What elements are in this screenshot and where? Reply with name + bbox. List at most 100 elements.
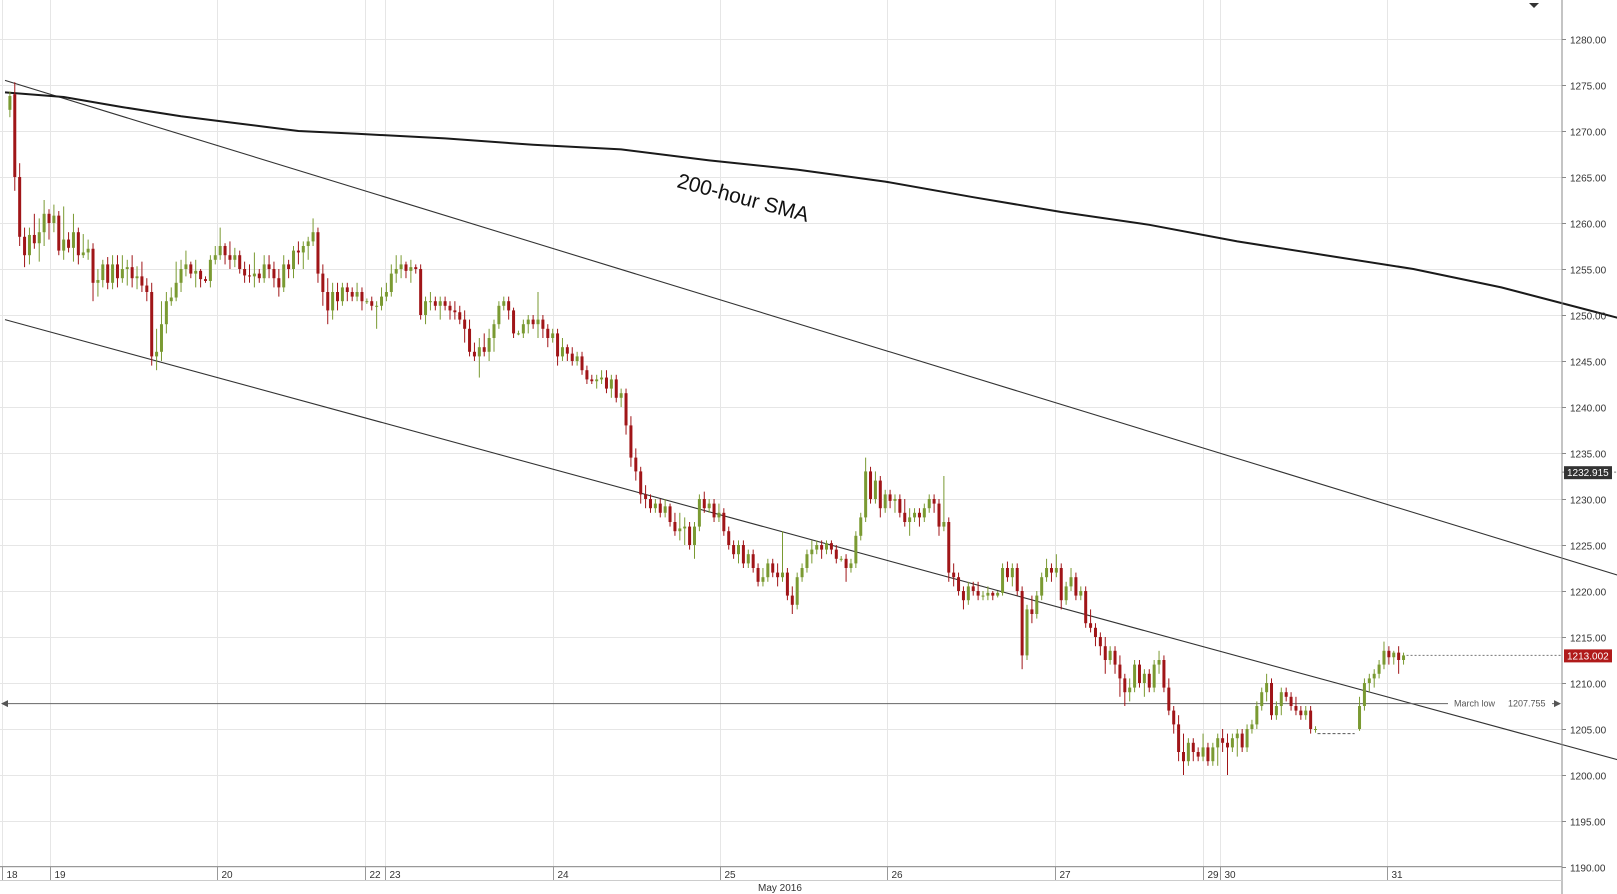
candle-body: [243, 269, 247, 276]
candle-body: [1362, 683, 1366, 706]
candle-body: [609, 379, 613, 389]
channel-bottom-line: [4, 319, 1617, 761]
candle-body: [169, 297, 173, 302]
candle-body: [908, 517, 912, 522]
y-tick-label: 1245.00: [1570, 358, 1607, 369]
candle-body: [1206, 747, 1210, 762]
candle-body: [184, 264, 188, 269]
candle-body: [883, 494, 887, 509]
candle-body: [238, 255, 242, 269]
candle-body: [878, 480, 882, 509]
candle-body: [604, 377, 608, 389]
candle-body: [952, 572, 956, 578]
reference-label: March low: [1454, 699, 1496, 709]
candle-body: [551, 333, 555, 338]
candle-body: [1059, 568, 1063, 601]
candle-body: [1093, 627, 1097, 637]
candle-body: [1084, 591, 1088, 624]
candle-body: [1177, 724, 1181, 752]
candle-body: [966, 586, 970, 601]
candle-body: [839, 558, 843, 560]
candle-body: [1064, 586, 1068, 601]
candle-body: [267, 264, 271, 269]
candle-body: [375, 305, 379, 307]
candle-body: [595, 379, 599, 382]
candle-body: [1020, 591, 1024, 656]
candle-body: [174, 282, 178, 298]
candle-body: [18, 177, 22, 237]
y-tick-label: 1195.00: [1570, 818, 1606, 829]
sma-layer: [4, 91, 1617, 473]
candle-body: [512, 310, 516, 334]
candle-body: [502, 301, 506, 306]
y-tick-label: 1250.00: [1570, 312, 1607, 323]
candle-body: [981, 595, 985, 597]
candle-body: [873, 480, 877, 499]
x-tick-label: 30: [1225, 870, 1237, 881]
candle-body: [771, 563, 775, 573]
candle-body: [688, 526, 692, 545]
candle-body: [1157, 660, 1161, 665]
candle-body: [1010, 568, 1014, 578]
candle-body: [1392, 652, 1396, 658]
candle-body: [957, 577, 961, 591]
chevron-down-icon[interactable]: [1529, 3, 1539, 8]
candle-body: [590, 379, 594, 382]
sma-line: [4, 91, 1617, 319]
candle-body: [115, 264, 119, 279]
candle-body: [560, 347, 564, 357]
candle-body: [751, 554, 755, 568]
candle-body: [781, 572, 785, 578]
candle-body: [913, 512, 917, 518]
candle-body: [1142, 673, 1146, 683]
candle-body: [1118, 664, 1122, 679]
candle-body: [648, 499, 652, 509]
candle-body: [1123, 678, 1127, 693]
candle-body: [1221, 738, 1225, 743]
candle-body: [350, 292, 354, 297]
candle-body: [1235, 733, 1239, 739]
candles: [8, 82, 1562, 775]
candle-body: [746, 554, 750, 564]
candle-body: [1240, 733, 1244, 748]
x-tick-label: 24: [558, 870, 570, 881]
candle-body: [727, 531, 731, 545]
candle-body: [1372, 673, 1376, 679]
candle-body: [903, 512, 907, 522]
candle-body: [825, 543, 829, 550]
candle-body: [1054, 568, 1058, 573]
candle-body: [292, 250, 296, 269]
candle-body: [815, 545, 819, 550]
candle-body: [1030, 609, 1034, 614]
candle-body: [741, 545, 745, 564]
candle-body: [1270, 683, 1274, 716]
candle-body: [1035, 595, 1039, 614]
candle-body: [844, 558, 848, 568]
candle-body: [732, 545, 736, 555]
candle-body: [766, 563, 770, 578]
candle-body: [1358, 706, 1362, 729]
candle-body: [1186, 742, 1190, 762]
candle-body: [692, 526, 696, 545]
candle-body: [360, 292, 364, 302]
candle-body: [795, 577, 799, 605]
candle-body: [1015, 568, 1019, 591]
candle-body: [678, 528, 682, 532]
candle-body: [580, 356, 584, 371]
candle-body: [326, 292, 330, 311]
candle-body: [976, 591, 980, 596]
candle-body: [600, 377, 604, 380]
candle-body: [849, 563, 853, 568]
candle-body: [179, 269, 183, 283]
sma-value-tag-bg: [1564, 466, 1612, 480]
candle-body: [453, 310, 457, 313]
candle-body: [96, 280, 100, 283]
sma-value-tag: 1232.915: [1567, 468, 1609, 479]
candle-body: [585, 370, 589, 380]
candle-body: [1103, 646, 1107, 660]
candle-body: [409, 267, 413, 271]
candle-body: [869, 471, 873, 499]
candle-body: [658, 503, 662, 513]
candle-body: [27, 234, 31, 256]
